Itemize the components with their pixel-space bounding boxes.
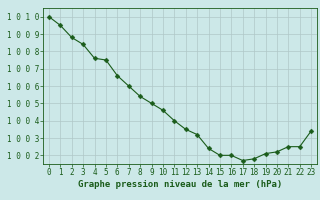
X-axis label: Graphe pression niveau de la mer (hPa): Graphe pression niveau de la mer (hPa) (78, 180, 282, 189)
